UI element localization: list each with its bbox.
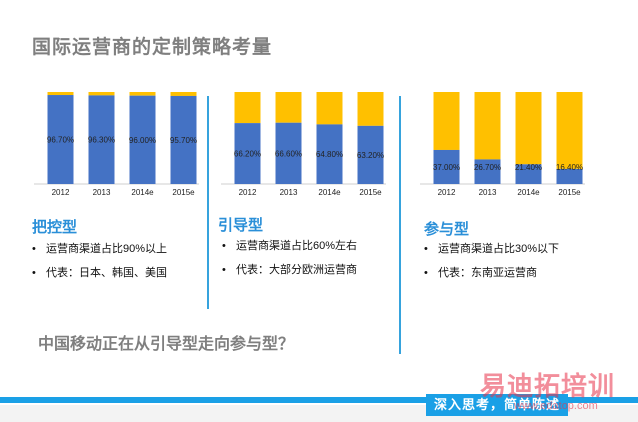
data-label: 66.20%: [234, 150, 261, 159]
list-item: 运营商渠道占比60%左右: [218, 237, 357, 261]
tick-label: 2013: [280, 188, 298, 197]
data-label: 96.00%: [129, 136, 156, 145]
chart-guide-type: 66.20% 2012 66.60% 2013 64.80% 2014e 63.20% 201…: [221, 92, 386, 197]
watermark-url: www.edatop.com: [514, 400, 598, 412]
bar-segment-share: [234, 123, 261, 184]
bar-segment-other: [234, 92, 261, 124]
section-points-control: 运营商渠道占比90%以上 代表：日本、韩国、美国: [28, 240, 167, 288]
data-label: 37.00%: [433, 163, 460, 172]
data-label: 66.60%: [275, 149, 302, 158]
section-points-guide: 运营商渠道占比60%左右 代表：大部分欧洲运营商: [218, 237, 357, 285]
bar-segment-other: [357, 92, 384, 126]
tick-label: 2012: [52, 188, 70, 197]
chart-participate-type: 37.00% 2012 26.70% 2013 21.40% 2014e 16.40% 201…: [420, 92, 585, 197]
bar-segment-other: [129, 92, 156, 96]
tick-label: 2014e: [517, 188, 540, 197]
bar-segment-other: [88, 92, 115, 96]
bar-segment-other: [47, 92, 74, 96]
footer-bar: [0, 397, 638, 403]
list-item: 运营商渠道占比30%以下: [420, 240, 559, 264]
list-item: 代表：日本、韩国、美国: [28, 264, 167, 288]
bar-segment-other: [556, 92, 583, 169]
data-label: 96.70%: [47, 136, 74, 145]
section-title-control: 把控型: [32, 219, 78, 236]
bar-segment-share: [129, 95, 156, 184]
chart-control-type: 96.70% 2012 96.30% 2013 96.00% 2014e 95.70% 201…: [34, 92, 199, 197]
bar-segment-other: [474, 92, 501, 160]
tick-label: 2013: [479, 188, 497, 197]
data-label: 63.20%: [357, 151, 384, 160]
tick-label: 2013: [93, 188, 111, 197]
list-item: 代表：大部分欧洲运营商: [218, 261, 357, 285]
bar-segment-share: [316, 124, 343, 184]
bar-segment-other: [170, 92, 197, 96]
list-item: 代表：东南亚运营商: [420, 264, 559, 288]
separator-left: [207, 96, 209, 309]
section-points-participate: 运营商渠道占比30%以下 代表：东南亚运营商: [420, 240, 559, 288]
tick-label: 2012: [239, 188, 257, 197]
separator-right: [399, 96, 401, 354]
data-label: 16.40%: [556, 163, 583, 172]
bar-segment-other: [275, 92, 302, 123]
data-label: 26.70%: [474, 163, 501, 172]
bar-segment-share: [556, 168, 583, 184]
bar-segment-share: [474, 159, 501, 184]
tick-label: 2015e: [359, 188, 382, 197]
tick-label: 2014e: [318, 188, 341, 197]
bar-segment-share: [275, 122, 302, 184]
page-title: 国际运营商的定制策略考量: [32, 37, 273, 58]
bar-segment-other: [515, 92, 542, 165]
bar-segment-other: [316, 92, 343, 125]
list-item: 运营商渠道占比90%以上: [28, 240, 167, 264]
tick-label: 2015e: [558, 188, 581, 197]
bar-segment-share: [170, 95, 197, 184]
bar-segment-share: [515, 164, 542, 184]
data-label: 64.80%: [316, 150, 343, 159]
tick-label: 2012: [438, 188, 456, 197]
question-text: 中国移动正在从引导型走向参与型？: [38, 336, 295, 353]
section-title-guide: 引导型: [218, 217, 264, 234]
tick-label: 2015e: [172, 188, 195, 197]
data-label: 21.40%: [515, 163, 542, 172]
bar-segment-other: [433, 92, 460, 150]
bar-segment-share: [88, 95, 115, 184]
bar-segment-share: [357, 125, 384, 184]
watermark-logo: 易迪拓培训: [480, 371, 616, 401]
bar-segment-share: [433, 149, 460, 184]
bar-segment-share: [47, 95, 74, 184]
section-title-participate: 参与型: [424, 221, 470, 238]
data-label: 96.30%: [88, 136, 115, 145]
footer-slogan: 深入思考，简单陈述: [426, 394, 569, 416]
tick-label: 2014e: [131, 188, 154, 197]
data-label: 95.70%: [170, 136, 197, 145]
